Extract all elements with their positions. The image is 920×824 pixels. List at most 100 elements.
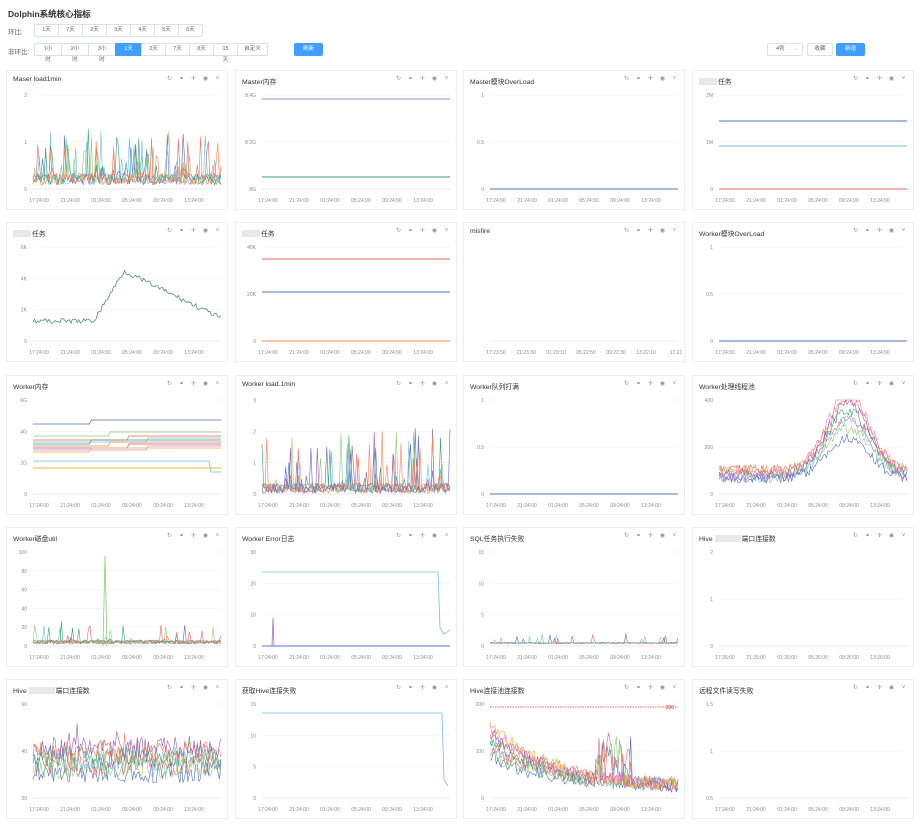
chevron-down-icon[interactable]: ˅ (672, 533, 677, 539)
refresh-icon[interactable]: ↻ (852, 685, 859, 691)
link-icon[interactable]: ⚭ (407, 533, 414, 539)
view-icon[interactable]: ◉ (888, 685, 895, 691)
non-period-compare-option[interactable]: 自定义 (237, 43, 268, 56)
add-button[interactable]: 新增 (836, 43, 865, 56)
move-icon[interactable]: ✛ (419, 76, 426, 82)
non-period-compare-option[interactable]: 1天 (115, 43, 142, 56)
move-icon[interactable]: ✛ (419, 381, 426, 387)
period-compare-option[interactable]: 3天 (106, 24, 131, 37)
move-icon[interactable]: ✛ (876, 228, 883, 234)
view-icon[interactable]: ◉ (431, 685, 438, 691)
non-period-compare-option[interactable]: 2天 (141, 43, 166, 56)
link-icon[interactable]: ⚭ (864, 533, 871, 539)
refresh-icon[interactable]: ↻ (623, 685, 630, 691)
link-icon[interactable]: ⚭ (864, 685, 871, 691)
move-icon[interactable]: ✛ (647, 533, 654, 539)
chevron-down-icon[interactable]: ˅ (901, 533, 906, 539)
refresh-icon[interactable]: ↻ (166, 533, 173, 539)
view-icon[interactable]: ◉ (888, 76, 895, 82)
link-icon[interactable]: ⚭ (635, 533, 642, 539)
refresh-icon[interactable]: ↻ (852, 533, 859, 539)
refresh-icon[interactable]: ↻ (166, 76, 173, 82)
view-icon[interactable]: ◉ (888, 381, 895, 387)
link-icon[interactable]: ⚭ (407, 76, 414, 82)
chevron-down-icon[interactable]: ˅ (901, 381, 906, 387)
link-icon[interactable]: ⚭ (178, 533, 185, 539)
non-period-compare-option[interactable]: 1小时 (34, 43, 62, 63)
refresh-icon[interactable]: ↻ (166, 685, 173, 691)
period-compare-option[interactable]: 1天 (34, 24, 59, 37)
columns-select[interactable]: 4列 ⌄ (767, 43, 803, 56)
chevron-down-icon[interactable]: ˅ (901, 228, 906, 234)
refresh-icon[interactable]: ↻ (395, 533, 402, 539)
link-icon[interactable]: ⚭ (635, 381, 642, 387)
move-icon[interactable]: ✛ (419, 228, 426, 234)
move-icon[interactable]: ✛ (876, 76, 883, 82)
chevron-down-icon[interactable]: ˅ (444, 76, 449, 82)
move-icon[interactable]: ✛ (190, 76, 197, 82)
view-icon[interactable]: ◉ (431, 228, 438, 234)
link-icon[interactable]: ⚭ (864, 228, 871, 234)
period-compare-option[interactable]: 6天 (178, 24, 203, 37)
chevron-down-icon[interactable]: ˅ (672, 228, 677, 234)
period-compare-option[interactable]: 7天 (58, 24, 83, 37)
move-icon[interactable]: ✛ (190, 228, 197, 234)
view-icon[interactable]: ◉ (431, 533, 438, 539)
link-icon[interactable]: ⚭ (407, 228, 414, 234)
period-compare-option[interactable]: 4天 (130, 24, 155, 37)
chevron-down-icon[interactable]: ˅ (215, 76, 220, 82)
non-period-compare-option[interactable]: 3小时 (88, 43, 116, 63)
view-icon[interactable]: ◉ (659, 381, 666, 387)
refresh-icon[interactable]: ↻ (852, 381, 859, 387)
view-icon[interactable]: ◉ (659, 685, 666, 691)
move-icon[interactable]: ✛ (647, 228, 654, 234)
link-icon[interactable]: ⚭ (635, 228, 642, 234)
link-icon[interactable]: ⚭ (407, 381, 414, 387)
chevron-down-icon[interactable]: ˅ (215, 228, 220, 234)
non-period-compare-option[interactable]: 8天 (189, 43, 214, 56)
refresh-icon[interactable]: ↻ (623, 228, 630, 234)
link-icon[interactable]: ⚭ (178, 76, 185, 82)
refresh-icon[interactable]: ↻ (623, 76, 630, 82)
link-icon[interactable]: ⚭ (864, 76, 871, 82)
move-icon[interactable]: ✛ (647, 685, 654, 691)
period-compare-option[interactable]: 5天 (154, 24, 179, 37)
chevron-down-icon[interactable]: ˅ (444, 228, 449, 234)
non-period-compare-option[interactable]: 2小时 (61, 43, 89, 63)
refresh-button[interactable]: 刷新 (294, 43, 323, 56)
view-icon[interactable]: ◉ (659, 533, 666, 539)
view-icon[interactable]: ◉ (659, 228, 666, 234)
view-icon[interactable]: ◉ (888, 228, 895, 234)
refresh-icon[interactable]: ↻ (623, 381, 630, 387)
refresh-icon[interactable]: ↻ (166, 381, 173, 387)
chevron-down-icon[interactable]: ˅ (672, 76, 677, 82)
view-icon[interactable]: ◉ (659, 76, 666, 82)
move-icon[interactable]: ✛ (190, 685, 197, 691)
move-icon[interactable]: ✛ (647, 76, 654, 82)
view-icon[interactable]: ◉ (431, 381, 438, 387)
favorite-button[interactable]: 收藏 (807, 43, 833, 56)
non-period-compare-option[interactable]: 7天 (165, 43, 190, 56)
refresh-icon[interactable]: ↻ (395, 228, 402, 234)
chevron-down-icon[interactable]: ˅ (444, 381, 449, 387)
link-icon[interactable]: ⚭ (635, 685, 642, 691)
view-icon[interactable]: ◉ (202, 533, 209, 539)
view-icon[interactable]: ◉ (431, 76, 438, 82)
view-icon[interactable]: ◉ (202, 381, 209, 387)
chevron-down-icon[interactable]: ˅ (444, 685, 449, 691)
non-period-compare-option[interactable]: 15天 (213, 43, 238, 63)
chevron-down-icon[interactable]: ˅ (444, 533, 449, 539)
move-icon[interactable]: ✛ (190, 533, 197, 539)
link-icon[interactable]: ⚭ (178, 381, 185, 387)
link-icon[interactable]: ⚭ (635, 76, 642, 82)
chevron-down-icon[interactable]: ˅ (672, 685, 677, 691)
move-icon[interactable]: ✛ (876, 533, 883, 539)
refresh-icon[interactable]: ↻ (623, 533, 630, 539)
move-icon[interactable]: ✛ (419, 685, 426, 691)
chevron-down-icon[interactable]: ˅ (215, 685, 220, 691)
chevron-down-icon[interactable]: ˅ (901, 685, 906, 691)
link-icon[interactable]: ⚭ (178, 228, 185, 234)
view-icon[interactable]: ◉ (202, 685, 209, 691)
view-icon[interactable]: ◉ (202, 76, 209, 82)
chevron-down-icon[interactable]: ˅ (672, 381, 677, 387)
